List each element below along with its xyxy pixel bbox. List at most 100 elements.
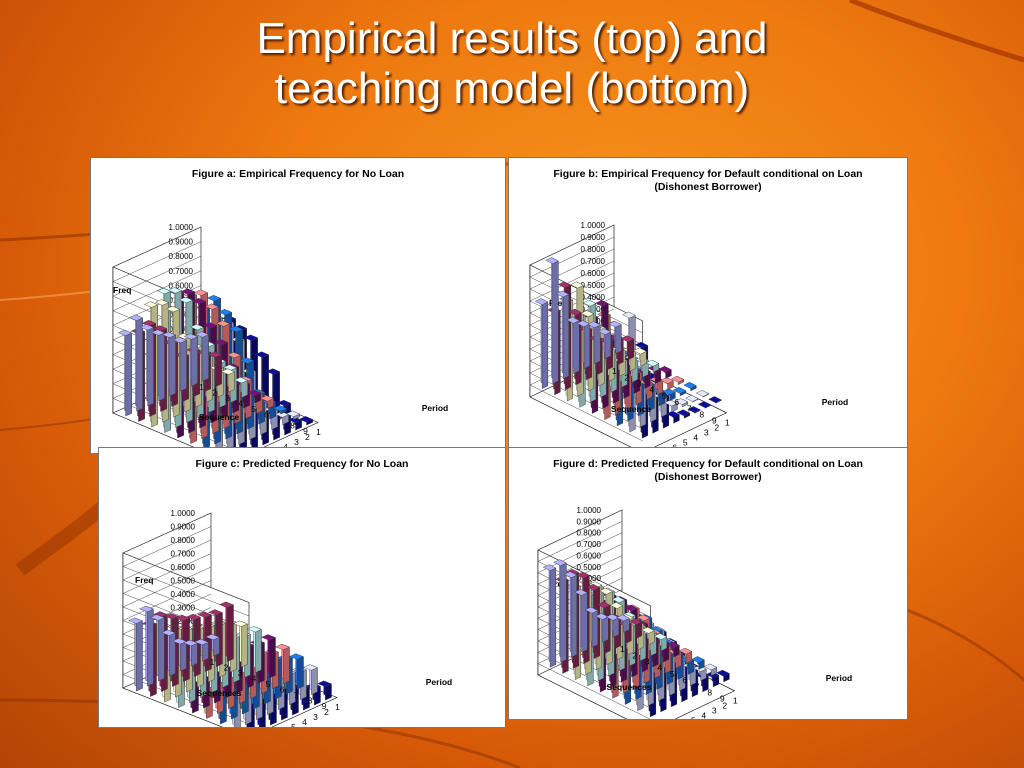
bar [172, 336, 188, 392]
bar [597, 328, 612, 360]
figure-a-title: Figure a: Empirical Frequency for No Loa… [191, 168, 405, 180]
bar [150, 329, 166, 402]
bar [616, 614, 630, 633]
period-tick-label: 5 [291, 722, 296, 728]
sequence-tick-label: 7 [277, 415, 282, 425]
bar [666, 641, 680, 658]
bar [303, 664, 318, 695]
sequence-tick-label: 3 [645, 657, 650, 667]
y-tick-label: 0.9000 [577, 517, 602, 526]
y-tick-label: 1.0000 [577, 506, 602, 515]
bar [653, 633, 668, 652]
bar [247, 626, 262, 673]
bar [219, 601, 234, 662]
y-tick-label: 1.0000 [171, 509, 196, 518]
period-tick-label: 4 [693, 432, 698, 442]
bar [287, 416, 303, 431]
figure-c-panel: Figure c: Predicted Frequency for No Loa… [98, 447, 506, 728]
x-axis-label: Sequences [197, 688, 242, 698]
bar [207, 351, 223, 387]
sequence-tick-label: 3 [637, 379, 642, 389]
y-tick-label: 0.7000 [171, 550, 196, 559]
bar [534, 298, 549, 390]
bar [233, 376, 249, 398]
sequence-tick-label: 1 [210, 657, 215, 667]
bar [161, 331, 177, 397]
sequence-tick-label: 9 [322, 701, 327, 711]
bar [670, 375, 685, 386]
figure-a-panel: Figure a: Empirical Frequency for No Loa… [90, 157, 506, 454]
bar [595, 613, 609, 643]
bar [553, 559, 567, 663]
z-axis-label: Period [822, 397, 848, 407]
y-tick-label: 0.7000 [577, 540, 602, 549]
sequence-tick-label: 3 [225, 393, 230, 403]
bar [658, 365, 672, 379]
y-tick-label: 0.7000 [581, 257, 606, 266]
sequence-tick-label: 4 [657, 663, 662, 673]
y-tick-label: 0.4000 [171, 590, 196, 599]
y-tick-label: 0.6000 [171, 563, 196, 572]
period-tick-label: 3 [704, 427, 709, 437]
bar [645, 359, 660, 373]
figure-c-title: Figure c: Predicted Frequency for No Loa… [195, 458, 409, 470]
slide-title-line-1: Empirical results (top) and [256, 14, 768, 63]
sequence-tick-label: 1 [199, 382, 204, 392]
y-tick-label: 0.6000 [169, 281, 194, 290]
bar [261, 634, 276, 679]
y-tick-label: 0.5000 [171, 577, 196, 586]
sequence-tick-label: 6 [280, 684, 285, 694]
period-tick-label: 5 [691, 715, 696, 720]
sequence-tick-label: 4 [238, 398, 243, 408]
period-tick-label: 4 [302, 717, 307, 727]
bar [662, 388, 676, 402]
bar [697, 401, 712, 409]
y-tick-label: 0.8000 [171, 536, 196, 545]
sequence-tick-label: 2 [212, 387, 217, 397]
bar [587, 321, 601, 365]
sequence-tick-label: 7 [687, 403, 692, 413]
y-tick-label: 0.9000 [581, 233, 606, 242]
z-axis-label: Period [426, 677, 452, 687]
period-tick-label: 6 [672, 442, 677, 448]
bar [545, 257, 559, 385]
y-tick-label: 0.8000 [577, 529, 602, 538]
period-tick-label: 2 [305, 432, 310, 442]
bar [708, 396, 722, 404]
bar [716, 669, 730, 683]
y-tick-label: 0.9000 [169, 238, 194, 247]
bar [641, 626, 655, 646]
period-tick-label: 1 [316, 427, 321, 437]
figure-b-title: Figure b: Empirical Frequency for Defaul… [553, 168, 863, 193]
bar [272, 405, 288, 415]
period-tick-label: 2 [714, 422, 719, 432]
bar [542, 564, 557, 668]
bar [695, 389, 710, 398]
period-tick-label: 4 [701, 710, 706, 720]
sequence-tick-label: 6 [682, 675, 687, 685]
sequence-tick-label: 9 [720, 694, 725, 704]
sequence-tick-label: 3 [238, 668, 243, 678]
z-axis-label: Period [826, 673, 852, 683]
sequence-tick-label: 2 [224, 662, 229, 672]
period-tick-label: 5 [683, 437, 688, 447]
bar [220, 368, 236, 393]
y-tick-label: 0.7000 [169, 267, 194, 276]
y-tick-label: 0.8000 [581, 245, 606, 254]
z-axis-label: Period [422, 403, 448, 413]
bar [683, 381, 697, 392]
bar [703, 663, 718, 677]
sequence-tick-label: 6 [674, 397, 679, 407]
bar [298, 416, 314, 426]
bar [691, 656, 705, 670]
period-tick-label: 2 [324, 707, 329, 717]
period-tick-label: 1 [725, 417, 730, 427]
bar [576, 320, 591, 370]
bar [574, 588, 588, 653]
sequence-tick-label: 9 [303, 426, 308, 436]
